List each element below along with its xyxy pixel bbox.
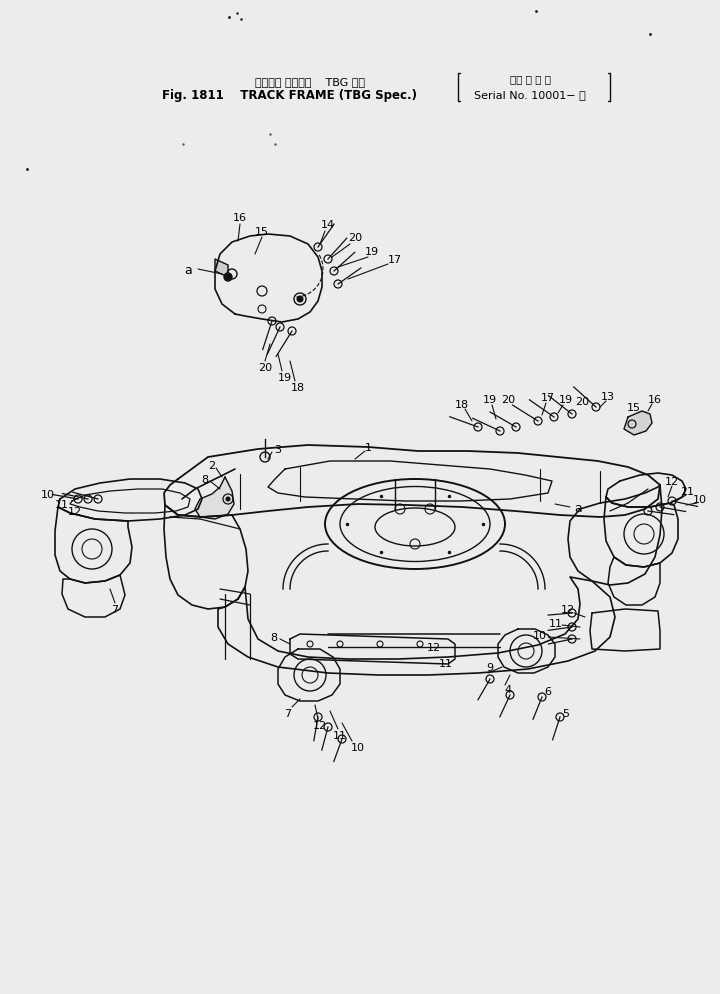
Text: 9: 9 xyxy=(487,662,494,672)
Text: 12: 12 xyxy=(665,476,679,486)
Text: 19: 19 xyxy=(559,395,573,405)
Text: 11: 11 xyxy=(55,500,69,510)
Text: 1: 1 xyxy=(364,442,372,452)
Text: 11: 11 xyxy=(549,618,563,628)
Text: 18: 18 xyxy=(291,383,305,393)
Text: 20: 20 xyxy=(258,363,272,373)
Text: 20: 20 xyxy=(348,233,362,243)
Text: 17: 17 xyxy=(388,254,402,264)
Polygon shape xyxy=(195,477,234,520)
Text: 7: 7 xyxy=(284,709,292,719)
Text: 17: 17 xyxy=(541,393,555,403)
Circle shape xyxy=(226,498,230,502)
Text: 18: 18 xyxy=(455,400,469,410)
Text: 11: 11 xyxy=(681,486,695,496)
Text: 2: 2 xyxy=(208,460,215,470)
Text: 16: 16 xyxy=(233,213,247,223)
Text: 19: 19 xyxy=(278,373,292,383)
Text: （適 用 号 機: （適 用 号 機 xyxy=(510,74,551,83)
Polygon shape xyxy=(624,412,652,435)
Text: 20: 20 xyxy=(501,395,515,405)
Text: 15: 15 xyxy=(255,227,269,237)
Text: 8: 8 xyxy=(271,632,278,642)
Text: 10: 10 xyxy=(693,494,707,505)
Text: 12: 12 xyxy=(561,604,575,614)
Text: 10: 10 xyxy=(351,743,365,752)
Circle shape xyxy=(224,273,232,281)
Text: 19: 19 xyxy=(483,395,497,405)
Text: 12: 12 xyxy=(427,642,441,652)
Text: 10: 10 xyxy=(41,489,55,500)
Text: トラック フレーム    TBG 仕様: トラック フレーム TBG 仕様 xyxy=(255,77,365,86)
Text: 3: 3 xyxy=(274,444,282,454)
Text: a: a xyxy=(574,501,582,514)
Text: 6: 6 xyxy=(544,686,552,697)
Text: Serial No. 10001− ）: Serial No. 10001− ） xyxy=(474,89,586,100)
Text: 11: 11 xyxy=(439,658,453,668)
Text: 15: 15 xyxy=(627,403,641,413)
Text: 8: 8 xyxy=(202,474,209,484)
Text: 12: 12 xyxy=(68,507,82,517)
Text: 13: 13 xyxy=(601,392,615,402)
Circle shape xyxy=(297,296,303,303)
Text: 20: 20 xyxy=(575,397,589,407)
Text: 5: 5 xyxy=(562,709,570,719)
Text: 12: 12 xyxy=(313,721,327,731)
Polygon shape xyxy=(215,259,228,277)
Text: 11: 11 xyxy=(333,731,347,741)
Text: a: a xyxy=(184,263,192,276)
Text: 19: 19 xyxy=(365,247,379,256)
Text: 16: 16 xyxy=(648,395,662,405)
Text: 7: 7 xyxy=(112,604,119,614)
Text: 4: 4 xyxy=(505,684,512,694)
Text: 10: 10 xyxy=(533,630,547,640)
Text: Fig. 1811    TRACK FRAME (TBG Spec.): Fig. 1811 TRACK FRAME (TBG Spec.) xyxy=(163,89,418,102)
Text: 14: 14 xyxy=(321,220,335,230)
